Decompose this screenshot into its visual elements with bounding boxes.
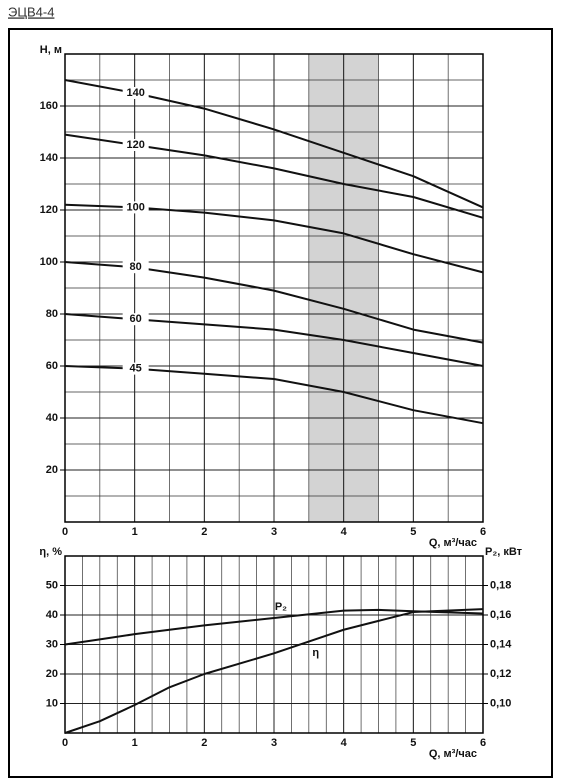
curve-label: 45 (130, 363, 142, 375)
y-tick-label: 120 (40, 204, 58, 216)
x-tick-label: 4 (341, 526, 348, 538)
curve-label-bg (122, 201, 149, 214)
curve-label: 140 (126, 87, 144, 99)
plot-frame (64, 53, 484, 523)
curve-label-bg (122, 313, 149, 326)
curve (64, 608, 484, 646)
y-tick-label: 50 (46, 579, 58, 591)
curve-label: P₂ (275, 601, 287, 613)
x-axis-label: Q, м³/час (429, 748, 477, 760)
x-tick-label: 3 (271, 737, 277, 749)
curve-label-bg (122, 87, 149, 99)
x-tick-label: 2 (201, 526, 207, 538)
y-axis-label: H, м (40, 44, 62, 56)
y2-tick-label: 0,18 (490, 579, 511, 591)
x-tick-label: 2 (201, 737, 207, 749)
y-tick-label: 100 (40, 256, 58, 268)
x-tick-label: 5 (410, 737, 416, 749)
y2-axis-label: P₂, кВт (485, 546, 523, 558)
curve-label: 60 (130, 313, 142, 325)
y2-tick-label: 0,12 (490, 668, 511, 680)
page-title: ЭЦВ4-4 (8, 4, 54, 19)
y-tick-label: 10 (46, 697, 58, 709)
y2-tick-label: 0,16 (490, 609, 511, 621)
curve-label: η (312, 647, 319, 659)
y-tick-label: 60 (46, 360, 58, 372)
y-tick-label: 40 (46, 412, 58, 424)
y-tick-label: 40 (46, 609, 58, 621)
curve-label: 100 (126, 201, 144, 213)
y2-tick-label: 0,10 (490, 697, 511, 709)
curve-label-bg (122, 362, 149, 375)
y-tick-label: 20 (46, 464, 58, 476)
y2-tick-label: 0,14 (490, 638, 512, 650)
x-tick-label: 6 (480, 526, 486, 538)
curve (64, 608, 484, 734)
x-tick-label: 0 (62, 526, 68, 538)
x-tick-label: 5 (410, 526, 416, 538)
x-tick-label: 6 (480, 737, 486, 749)
x-tick-label: 3 (271, 526, 277, 538)
y-tick-label: 140 (40, 152, 58, 164)
y-axis-label: η, % (39, 546, 62, 558)
x-axis-label: Q, м³/час (429, 537, 477, 549)
x-tick-label: 1 (132, 737, 138, 749)
curve-label-bg (122, 261, 149, 274)
y-tick-label: 160 (40, 100, 58, 112)
x-tick-label: 0 (62, 737, 68, 749)
outer-frame (8, 28, 553, 778)
curve-label: 120 (126, 139, 144, 151)
x-tick-label: 1 (132, 526, 138, 538)
x-tick-label: 4 (341, 737, 348, 749)
curve-label-bg (122, 139, 149, 151)
y-tick-label: 30 (46, 638, 58, 650)
y-tick-label: 80 (46, 308, 58, 320)
curve-label: 80 (130, 261, 142, 273)
y-tick-label: 20 (46, 668, 58, 680)
